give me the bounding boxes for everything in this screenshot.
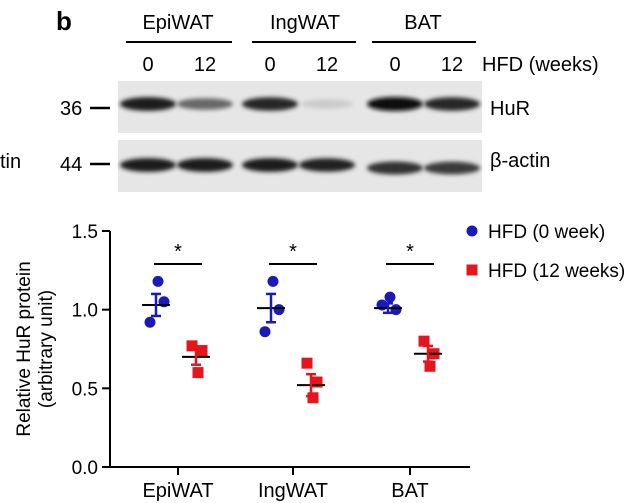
blot-lane-label: 0 — [389, 54, 400, 76]
blot-group-label: IngWAT — [270, 12, 340, 34]
blot-band — [177, 98, 233, 110]
data-point — [307, 392, 319, 404]
blot-lane-label: 0 — [264, 54, 275, 76]
data-point — [152, 275, 164, 287]
blot-lane-label: 0 — [142, 54, 153, 76]
blot-marker-label: 36 — [60, 98, 82, 120]
blot-band — [424, 161, 480, 175]
significance-star: * — [174, 241, 182, 263]
blot-band-label: HuR — [490, 98, 530, 120]
blot-band — [242, 97, 298, 111]
blot-band — [367, 161, 423, 175]
y-tick-label: 0.0 — [72, 458, 98, 479]
clipped-label: tin — [0, 151, 21, 173]
data-point — [424, 360, 436, 372]
data-point — [390, 304, 402, 316]
panel-label: b — [56, 6, 72, 36]
y-tick-label: 1.5 — [72, 222, 98, 243]
data-point — [196, 345, 208, 357]
x-tick-label: EpiWAT — [142, 480, 213, 502]
y-axis-label-line: (arbitrary unit) — [36, 290, 57, 408]
legend-label: HFD (12 weeks) — [488, 261, 625, 282]
blot-lane-label: 12 — [194, 54, 216, 76]
blot-strip — [118, 81, 482, 133]
blot-condition-label: HFD (weeks) — [482, 54, 599, 76]
legend: HFD (0 week) HFD (12 weeks) — [466, 222, 625, 282]
significance-star: * — [406, 241, 414, 263]
x-tick-label: IngWAT — [258, 480, 328, 502]
blot-lane-label: 12 — [441, 54, 463, 76]
y-axis-label-line: Relative HuR protein — [14, 261, 35, 436]
blot-marker-label: 44 — [60, 154, 82, 176]
data-point — [144, 316, 156, 328]
legend-marker — [466, 264, 478, 276]
data-point — [186, 340, 198, 352]
blot-band — [177, 158, 233, 172]
blot-band — [301, 99, 353, 109]
blot-band — [242, 158, 298, 172]
data-point — [384, 291, 396, 303]
blot-group-label: BAT — [404, 12, 441, 34]
blot-lane-label: 12 — [316, 54, 338, 76]
data-point — [311, 376, 323, 388]
legend-marker — [466, 225, 478, 237]
blot-band — [120, 97, 176, 111]
data-point — [301, 357, 313, 369]
blot-band — [424, 97, 480, 111]
significance-star: * — [289, 241, 297, 263]
data-point — [192, 367, 204, 379]
data-point — [418, 335, 430, 347]
y-axis-label: Relative HuR protein(arbitrary unit) — [14, 261, 57, 436]
dot-plot: 0.0 0.5 1.0 1.5 EpiWAT IngWAT BAT Relative HuR … — [14, 222, 625, 502]
blot-band-label: β-actin — [490, 150, 550, 172]
blot-band — [367, 97, 423, 111]
blot-band — [120, 158, 176, 172]
y-tick-label: 0.5 — [72, 379, 98, 400]
data-point — [267, 275, 279, 287]
legend-label: HFD (0 week) — [488, 222, 605, 243]
x-tick-label: BAT — [391, 480, 428, 502]
y-tick-label: 1.0 — [72, 301, 98, 322]
blot-group-label: EpiWAT — [142, 12, 213, 34]
data-point — [259, 326, 271, 338]
data-point — [273, 304, 285, 316]
blot-band — [299, 158, 355, 172]
